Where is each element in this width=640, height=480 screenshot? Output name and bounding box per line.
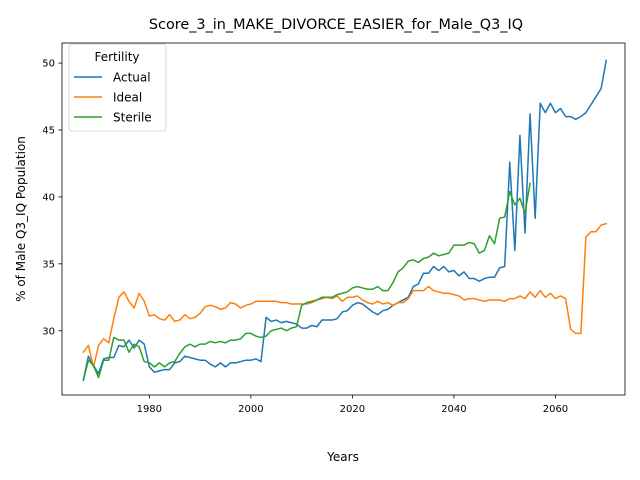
- series-line-ideal: [82, 222, 608, 368]
- y-tick-label: 50: [42, 59, 55, 70]
- x-axis-ticks: 1980 2000 2020 2040 2060: [137, 395, 568, 415]
- legend-label-sterile: Sterile: [113, 111, 152, 125]
- x-axis-label: Years: [326, 450, 359, 464]
- legend-label-ideal: Ideal: [113, 91, 142, 105]
- series-line-sterile: [82, 182, 531, 382]
- y-axis-ticks: 30 35 40 45 50: [42, 59, 62, 337]
- legend: Fertility Actual Ideal Sterile: [68, 43, 167, 132]
- y-axis-label: % of Male Q3_IQ Population: [14, 136, 28, 302]
- x-tick-label: 2040: [441, 404, 466, 415]
- y-tick-label: 45: [42, 126, 55, 137]
- x-tick-label: 1980: [137, 404, 162, 415]
- series-line-actual: [82, 59, 608, 382]
- x-tick-label: 2000: [238, 404, 263, 415]
- chart-title: Score_3_in_MAKE_DIVORCE_EASIER_for_Male_…: [149, 17, 523, 33]
- y-tick-label: 40: [42, 193, 55, 204]
- x-tick-label: 2060: [543, 404, 568, 415]
- x-tick-label: 2020: [340, 404, 365, 415]
- y-tick-label: 35: [42, 259, 55, 270]
- legend-items: Actual Ideal Sterile: [74, 71, 152, 125]
- plot-frame: [61, 42, 626, 396]
- legend-title: Fertility: [94, 50, 139, 64]
- legend-label-actual: Actual: [113, 71, 151, 85]
- y-tick-label: 30: [42, 326, 55, 337]
- plot-series: [82, 59, 608, 382]
- legend-frame: [68, 43, 167, 132]
